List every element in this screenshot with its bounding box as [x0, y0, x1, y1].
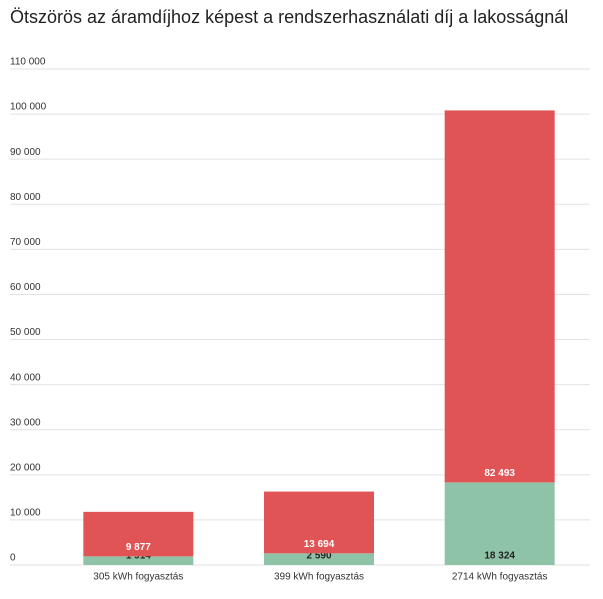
y-tick-label: 10 000: [10, 508, 41, 519]
y-tick-label: 100 000: [10, 102, 47, 113]
y-tick-label: 70 000: [10, 237, 41, 248]
y-tick-label: 80 000: [10, 192, 41, 203]
x-tick-label: 305 kWh fogyasztás: [93, 572, 183, 583]
bar-segment: [83, 511, 194, 557]
value-label: 18 324: [484, 551, 515, 562]
bar-segment: [264, 491, 374, 554]
x-tick-label: 2714 kWh fogyasztás: [452, 572, 548, 583]
y-tick-label: 110 000: [10, 57, 46, 68]
y-tick-label: 50 000: [10, 327, 41, 338]
bar-segment: [444, 482, 555, 565]
bar-segment: [444, 110, 555, 483]
y-tick-label: 0: [10, 553, 16, 564]
x-tick-label: 399 kWh fogyasztás: [274, 572, 364, 583]
value-label: 13 694: [304, 539, 335, 550]
value-label: 9 877: [126, 542, 151, 553]
value-label: 82 493: [484, 468, 515, 479]
y-tick-label: 90 000: [10, 147, 41, 158]
y-tick-label: 40 000: [10, 372, 41, 383]
bar-segment: [83, 556, 194, 565]
y-tick-label: 30 000: [10, 417, 41, 428]
bar-segment: [264, 553, 374, 565]
y-tick-label: 20 000: [10, 462, 41, 473]
y-tick-label: 60 000: [10, 282, 41, 293]
value-label: 2 590: [306, 551, 331, 562]
chart-title: Ötszörös az áramdíjhoz képest a rendszer…: [10, 7, 568, 27]
